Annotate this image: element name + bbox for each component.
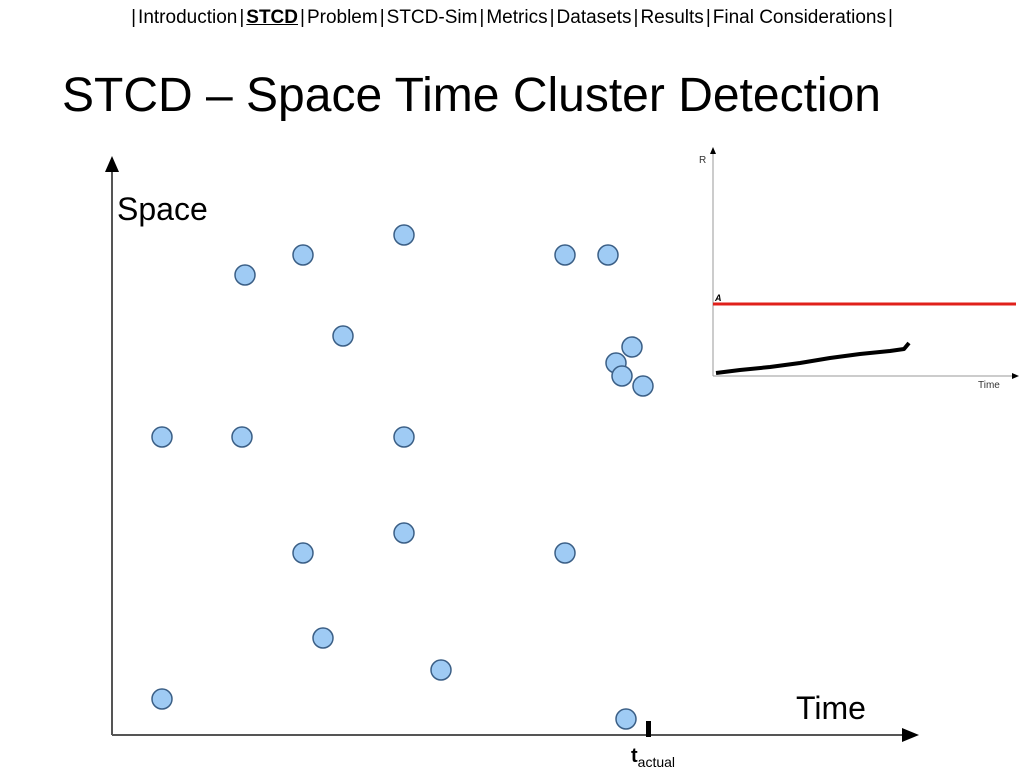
nav-item[interactable]: Metrics bbox=[486, 7, 548, 28]
event bbox=[292, 542, 314, 564]
nav-item[interactable]: Datasets bbox=[556, 7, 632, 28]
event bbox=[554, 542, 576, 564]
event bbox=[393, 522, 415, 544]
event bbox=[312, 627, 334, 649]
arrow bbox=[105, 156, 119, 172]
time-marker bbox=[646, 721, 651, 737]
threshold-label: A bbox=[714, 293, 722, 303]
nav-item[interactable]: Introduction bbox=[138, 7, 238, 28]
inset-chart: R Time A bbox=[699, 147, 1019, 391]
event bbox=[615, 708, 637, 730]
inset-y-label: R bbox=[699, 155, 706, 166]
nav-separator: | bbox=[239, 7, 245, 28]
nav-separator: | bbox=[131, 7, 137, 28]
event bbox=[332, 325, 354, 347]
nav-separator: | bbox=[887, 7, 893, 28]
nav-item[interactable]: STCD bbox=[246, 7, 299, 28]
arrow bbox=[902, 728, 919, 742]
nav-item[interactable]: Results bbox=[640, 7, 704, 28]
slide-title: STCD – Space Time Cluster Detection bbox=[62, 69, 881, 122]
event bbox=[151, 426, 173, 448]
nav-item[interactable]: STCD-Sim bbox=[386, 7, 478, 28]
marker-t: t bbox=[631, 745, 638, 767]
event bbox=[393, 426, 415, 448]
marker-subscript: actual bbox=[638, 754, 675, 768]
event bbox=[597, 244, 619, 266]
nav-item[interactable]: Problem bbox=[306, 7, 378, 28]
nav-separator: | bbox=[705, 7, 711, 28]
arrow bbox=[710, 147, 716, 154]
marker-label: tactual bbox=[631, 745, 675, 768]
event bbox=[292, 244, 314, 266]
y-axis-label: Space bbox=[117, 191, 208, 227]
inset-x-label: Time bbox=[978, 380, 1000, 391]
event bbox=[554, 244, 576, 266]
event bbox=[393, 224, 415, 246]
nav-separator: | bbox=[300, 7, 305, 28]
event bbox=[234, 264, 256, 286]
navigation: | Introduction | STCD | Problem | STCD-Sim | Metr… bbox=[0, 7, 1024, 29]
x-axis-label: Time bbox=[796, 690, 866, 726]
event bbox=[621, 336, 643, 358]
nav-item[interactable]: Final Considerations bbox=[712, 7, 886, 28]
main-axes bbox=[105, 156, 919, 742]
event bbox=[151, 688, 173, 710]
events bbox=[151, 224, 654, 730]
arrow bbox=[1012, 373, 1019, 379]
nav-separator: | bbox=[549, 7, 555, 28]
event bbox=[611, 365, 633, 387]
event bbox=[430, 659, 452, 681]
nav-separator: | bbox=[633, 7, 639, 28]
event bbox=[231, 426, 253, 448]
statistic-curve bbox=[715, 341, 911, 375]
nav-separator: | bbox=[379, 7, 385, 28]
nav-separator: | bbox=[479, 7, 485, 28]
event bbox=[632, 375, 654, 397]
